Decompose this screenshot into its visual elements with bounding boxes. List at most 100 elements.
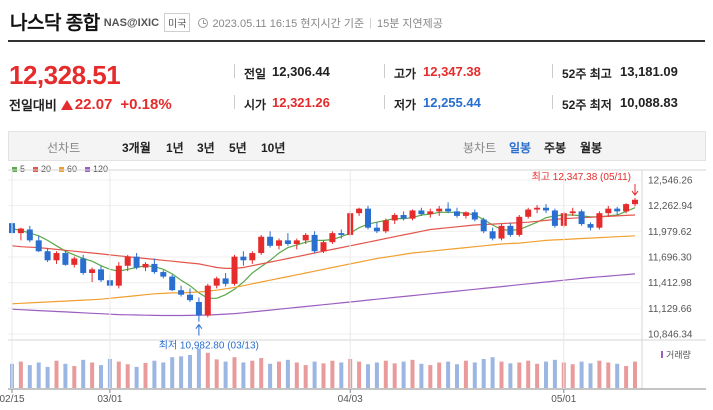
high-arrowhead-icon xyxy=(631,190,639,196)
volume-bar xyxy=(481,358,486,388)
title-bar: 나스닥 종합 NAS@IXIC 미국 2023.05.11 16:15 현지시간… xyxy=(10,8,443,34)
candle-body xyxy=(329,233,336,243)
candle-body xyxy=(525,209,532,217)
volume-bar xyxy=(544,361,548,388)
candle-body xyxy=(578,211,585,225)
candle-body xyxy=(391,214,398,221)
candle-body xyxy=(124,256,131,266)
volume-bar xyxy=(134,366,139,388)
volume-bar xyxy=(392,363,397,388)
range-10y-button[interactable]: 10년 xyxy=(261,141,286,155)
legend-ma120[interactable]: 120 xyxy=(85,164,108,174)
volume-legend-swatch xyxy=(661,351,663,358)
candle-body xyxy=(258,236,265,254)
ticker-code: NAS@IXIC xyxy=(103,17,160,29)
volume-bar xyxy=(357,361,362,388)
candle-body xyxy=(471,212,478,220)
country-badge: 미국 xyxy=(164,13,191,32)
volume-bar xyxy=(99,365,103,388)
y-tick-label: 10,846.34 xyxy=(648,330,693,341)
candle-body xyxy=(400,214,407,219)
candle-body xyxy=(178,290,185,295)
stat-52w-high-label: 52주 최고 xyxy=(562,67,612,81)
volume-bar xyxy=(63,363,68,388)
volume-bar xyxy=(232,357,237,388)
volume-bar xyxy=(374,362,379,388)
range-3y-button[interactable]: 3년 xyxy=(197,141,215,155)
volume-bar xyxy=(455,364,459,388)
volume-bar xyxy=(223,361,228,388)
candle-body xyxy=(587,224,594,228)
volume-bar xyxy=(152,360,157,388)
candle-body xyxy=(249,253,256,261)
candle-body xyxy=(436,208,443,212)
candle-body xyxy=(231,256,238,284)
change-label: 전일대비 xyxy=(9,98,57,113)
candle-body xyxy=(418,210,425,215)
x-tick-label: 02/15 xyxy=(0,394,25,405)
volume-bar xyxy=(188,355,192,388)
line-chart-tab[interactable]: 선차트 xyxy=(47,141,81,155)
range-3m-button[interactable]: 3개월 xyxy=(122,141,151,155)
period-daily-button[interactable]: 일봉 xyxy=(509,141,532,155)
volume-bar xyxy=(526,360,531,388)
volume-bar xyxy=(90,362,95,388)
candle-body xyxy=(507,225,514,235)
page-title: 나스닥 종합 xyxy=(10,12,100,34)
volume-bar xyxy=(170,357,175,388)
y-tick-label: 11,412.98 xyxy=(648,278,692,289)
candle-body xyxy=(160,272,167,277)
period-weekly-button[interactable]: 주봉 xyxy=(544,141,567,155)
change-row: 전일대비 22.07 +0.18% xyxy=(9,95,172,114)
volume-bar xyxy=(116,361,121,388)
candle-body xyxy=(605,208,612,214)
volume-bar xyxy=(330,360,335,388)
candle-body xyxy=(454,211,460,216)
stat-divider xyxy=(234,64,235,78)
candle-body xyxy=(445,208,452,212)
candle-body xyxy=(489,231,496,239)
y-tick-label: 11,129.66 xyxy=(648,304,692,315)
volume-bar xyxy=(18,361,23,388)
chart-toolbar: 선차트 3개월 1년 3년 5년 10년 봉차트 일봉 주봉 월봉 xyxy=(8,131,706,161)
x-tick-label: 03/01 xyxy=(97,394,122,405)
candle-body xyxy=(26,229,33,241)
volume-bar xyxy=(499,361,504,388)
volume-bar xyxy=(472,362,477,388)
volume-bar xyxy=(27,365,32,388)
volume-bar xyxy=(303,365,308,388)
volume-bar xyxy=(179,356,184,388)
candle-body xyxy=(462,212,469,216)
candle-body xyxy=(71,258,78,265)
timestamp: 2023.05.11 16:15 현지시간 기준 xyxy=(212,17,365,30)
candle-chart-tab[interactable]: 봉차트 xyxy=(463,141,497,155)
legend-ma5[interactable]: 5 xyxy=(12,164,25,174)
volume-bar xyxy=(54,360,59,388)
candle-body xyxy=(187,294,193,301)
candle-body xyxy=(373,227,380,232)
legend-ma60[interactable]: 60 xyxy=(59,164,77,174)
legend-ma20[interactable]: 20 xyxy=(33,164,51,174)
volume-bar xyxy=(205,352,210,388)
volume-bar xyxy=(552,359,557,388)
candle-body xyxy=(320,242,327,252)
candle-body xyxy=(240,256,247,261)
candle-body xyxy=(35,240,42,252)
candle-body xyxy=(534,207,541,210)
y-tick-label: 11,979.62 xyxy=(648,227,692,238)
candle-body xyxy=(356,208,363,214)
volume-bar xyxy=(72,366,77,388)
candle-body xyxy=(204,285,211,316)
candle-body xyxy=(480,219,487,232)
period-monthly-button[interactable]: 월봉 xyxy=(580,141,603,155)
volume-legend-label: 거래량 xyxy=(666,349,691,360)
volume-bar xyxy=(45,366,50,388)
candle-body xyxy=(284,240,291,244)
range-1y-button[interactable]: 1년 xyxy=(166,141,184,155)
range-5y-button[interactable]: 5년 xyxy=(229,141,247,155)
volume-bar xyxy=(277,361,281,388)
change-value: 22.07 xyxy=(74,96,113,113)
volume-bar xyxy=(490,357,495,388)
stat-52w-high-value: 13,181.09 xyxy=(620,64,678,79)
